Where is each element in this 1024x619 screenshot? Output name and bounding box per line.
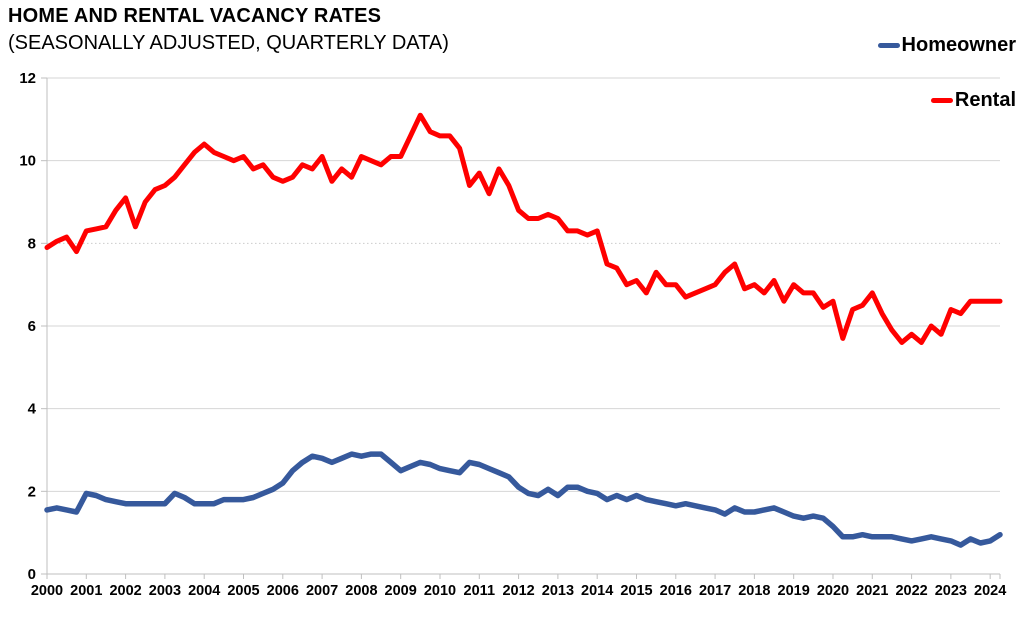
legend-label-homeowner: Homeowner xyxy=(901,33,1016,56)
x-tick-label-2011: 2011 xyxy=(464,583,495,599)
chart-title: HOME AND RENTAL VACANCY RATES xyxy=(8,5,382,27)
x-tick-label-2022: 2022 xyxy=(895,583,927,599)
x-tick-label-2021: 2021 xyxy=(856,583,888,599)
x-tick-label-2023: 2023 xyxy=(935,583,967,599)
y-tick-label-0: 0 xyxy=(28,566,36,583)
legend-label-rental: Rental xyxy=(954,88,1016,111)
x-tick-label-2016: 2016 xyxy=(660,583,692,599)
x-tick-label-2007: 2007 xyxy=(306,583,338,599)
x-tick-label-2005: 2005 xyxy=(227,583,259,599)
x-tick-label-2000: 2000 xyxy=(31,583,63,599)
legend-item-rental: Rental xyxy=(930,87,1016,113)
x-tick-label-2024: 2024 xyxy=(974,583,1006,599)
y-tick-label-10: 10 xyxy=(19,153,36,170)
series-line-homeowner xyxy=(44,451,1003,548)
x-tick-label-2017: 2017 xyxy=(699,583,731,599)
chart-subtitle: (SEASONALLY ADJUSTED, QUARTERLY DATA) xyxy=(8,32,449,54)
legend-item-homeowner: Homeowner xyxy=(877,32,1016,58)
x-tick-label-2004: 2004 xyxy=(188,583,220,599)
x-tick-label-2019: 2019 xyxy=(778,583,810,599)
rental-line-swatch xyxy=(930,97,953,103)
x-tick-label-2009: 2009 xyxy=(385,583,417,599)
x-tick-label-2018: 2018 xyxy=(738,583,770,599)
y-tick-label-8: 8 xyxy=(28,235,36,252)
x-tick-label-2008: 2008 xyxy=(345,583,377,599)
x-tick-label-2020: 2020 xyxy=(817,583,849,599)
x-tick-label-2001: 2001 xyxy=(70,583,102,599)
x-tick-label-2002: 2002 xyxy=(109,583,141,599)
homeowner-line-swatch xyxy=(877,42,900,48)
x-tick-label-2006: 2006 xyxy=(267,583,299,599)
x-tick-label-2012: 2012 xyxy=(502,583,534,599)
x-tick-label-2015: 2015 xyxy=(620,583,652,599)
x-tick-label-2010: 2010 xyxy=(424,583,456,599)
x-tick-label-2013: 2013 xyxy=(542,583,574,599)
y-tick-label-2: 2 xyxy=(28,483,36,500)
y-tick-label-12: 12 xyxy=(19,70,36,87)
y-tick-label-4: 4 xyxy=(28,401,37,418)
series-line-rental xyxy=(44,112,1003,345)
x-tick-label-2014: 2014 xyxy=(581,583,613,599)
y-tick-label-6: 6 xyxy=(28,318,36,335)
x-tick-label-2003: 2003 xyxy=(149,583,181,599)
